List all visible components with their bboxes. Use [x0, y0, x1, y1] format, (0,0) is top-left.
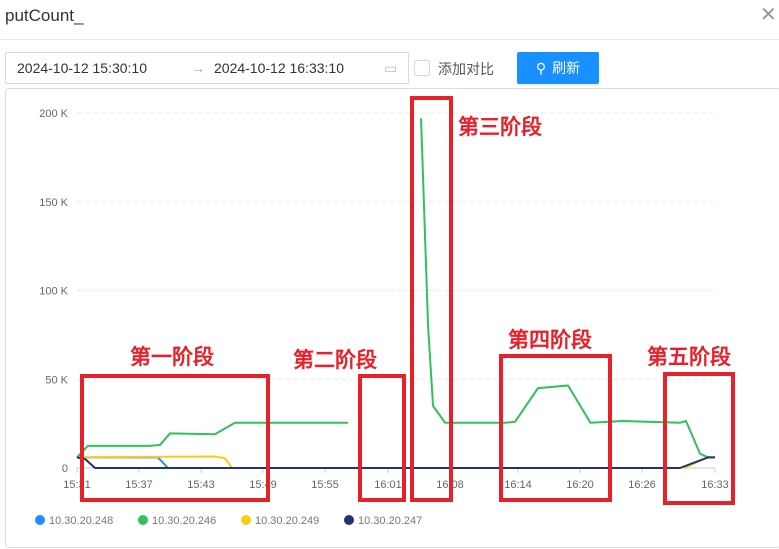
legend-label: 10.30.20.247 — [358, 515, 422, 527]
y-tick-label: 150 K — [39, 197, 68, 209]
compare-checkbox[interactable] — [414, 60, 430, 76]
annotation-label: 第三阶段 — [458, 115, 542, 139]
series-line-10.30.20.249 — [76, 455, 233, 469]
annotation-box — [663, 372, 735, 505]
close-icon[interactable]: ✕ — [760, 4, 777, 26]
x-tick-label: 15:31 — [63, 479, 91, 491]
x-tick-label: 16:20 — [566, 479, 594, 491]
series-line-10.30.20.246 — [420, 118, 715, 459]
date-range-picker[interactable]: 2024-10-12 15:30:10 → 2024-10-12 16:33:1… — [5, 52, 409, 84]
annotation-label: 第四阶段 — [508, 328, 592, 352]
y-tick-label: 50 K — [45, 374, 68, 386]
annotation-box — [80, 374, 270, 502]
annotation-box — [410, 96, 453, 502]
x-tick-label: 15:55 — [311, 479, 339, 491]
x-tick-label: 16:14 — [504, 479, 532, 491]
series-line-10.30.20.247 — [76, 456, 715, 469]
refresh-button[interactable]: ⚲ 刷新 — [517, 52, 599, 84]
end-date-input[interactable]: 2024-10-12 16:33:10 — [214, 60, 344, 76]
legend-marker — [138, 515, 148, 525]
legend-label: 10.30.20.246 — [152, 515, 216, 527]
legend-marker — [241, 515, 251, 525]
y-tick-label: 100 K — [39, 286, 68, 298]
annotation-box — [499, 354, 612, 502]
chart-panel — [5, 88, 779, 548]
annotation-label: 第一阶段 — [130, 345, 214, 369]
compare-label: 添加对比 — [438, 61, 494, 77]
series-line-10.30.20.248 — [77, 456, 169, 469]
refresh-label: 刷新 — [552, 60, 581, 76]
y-tick-label: 0 — [62, 463, 68, 475]
start-date-input[interactable]: 2024-10-12 15:30:10 — [17, 60, 147, 76]
x-tick-label: 15:43 — [187, 479, 215, 491]
x-tick-label: 15:37 — [125, 479, 153, 491]
series-line-10.30.20.246 — [76, 421, 348, 459]
divider — [0, 39, 779, 40]
y-tick-label: 200 K — [39, 108, 68, 120]
legend-label: 10.30.20.249 — [255, 515, 319, 527]
x-tick-label: 16:01 — [374, 479, 402, 491]
annotation-label: 第二阶段 — [293, 348, 377, 372]
search-icon: ⚲ — [535, 59, 547, 76]
legend-label: 10.30.20.248 — [49, 515, 113, 527]
x-tick-label: 16:33 — [701, 479, 729, 491]
legend-marker — [344, 515, 354, 525]
range-separator: → — [191, 60, 205, 76]
dialog-title: putCount_ — [5, 6, 84, 25]
series-line-10.30.20.249 — [683, 456, 715, 469]
annotation-label: 第五阶段 — [647, 345, 731, 369]
x-tick-label: 16:26 — [628, 479, 656, 491]
x-tick-label: 15:49 — [249, 479, 277, 491]
calendar-icon[interactable]: ▭ — [384, 60, 398, 76]
legend-marker — [35, 515, 45, 525]
annotation-box — [358, 374, 406, 502]
